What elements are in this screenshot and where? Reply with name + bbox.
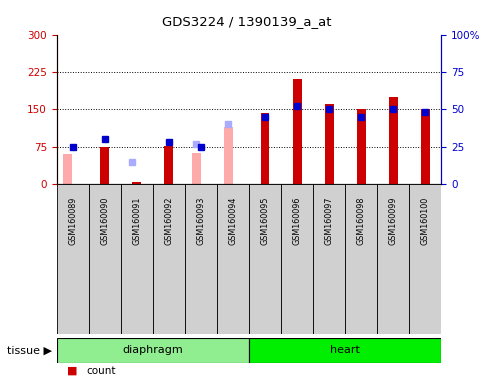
Bar	[132, 182, 141, 184]
Bar	[192, 153, 201, 184]
Text: GSM160089: GSM160089	[68, 196, 77, 245]
Bar	[185, 184, 217, 334]
Text: heart: heart	[330, 345, 360, 356]
Text: count: count	[86, 366, 116, 376]
Text: ■: ■	[67, 366, 77, 376]
Bar	[356, 109, 366, 184]
Bar	[100, 147, 109, 184]
Text: GSM160100: GSM160100	[421, 196, 430, 245]
Bar	[249, 338, 441, 363]
Bar	[57, 338, 249, 363]
Bar	[313, 184, 345, 334]
Text: diaphragm: diaphragm	[122, 345, 183, 356]
Text: GSM160095: GSM160095	[260, 196, 270, 245]
Bar	[409, 184, 441, 334]
Bar	[217, 184, 249, 334]
Text: GSM160092: GSM160092	[164, 196, 174, 245]
Bar	[388, 97, 398, 184]
Text: GSM160099: GSM160099	[388, 196, 398, 245]
Text: GSM160096: GSM160096	[292, 196, 302, 245]
Text: GSM160093: GSM160093	[196, 196, 206, 245]
Text: GSM160094: GSM160094	[228, 196, 238, 245]
Bar	[164, 146, 174, 184]
Text: GDS3224 / 1390139_a_at: GDS3224 / 1390139_a_at	[162, 15, 331, 28]
Bar	[421, 109, 430, 184]
Bar	[249, 184, 281, 334]
Bar	[89, 184, 121, 334]
Bar	[121, 184, 153, 334]
Bar	[345, 184, 377, 334]
Text: GSM160091: GSM160091	[132, 196, 141, 245]
Bar	[153, 184, 185, 334]
Bar	[64, 154, 72, 184]
Text: tissue ▶: tissue ▶	[7, 345, 52, 356]
Bar	[281, 184, 313, 334]
Text: GSM160097: GSM160097	[324, 196, 334, 245]
Bar	[224, 127, 233, 184]
Text: GSM160098: GSM160098	[356, 196, 366, 245]
Bar	[324, 104, 334, 184]
Bar	[260, 113, 270, 184]
Text: GSM160090: GSM160090	[100, 196, 109, 245]
Bar	[377, 184, 409, 334]
Bar	[57, 184, 89, 334]
Bar	[292, 79, 302, 184]
